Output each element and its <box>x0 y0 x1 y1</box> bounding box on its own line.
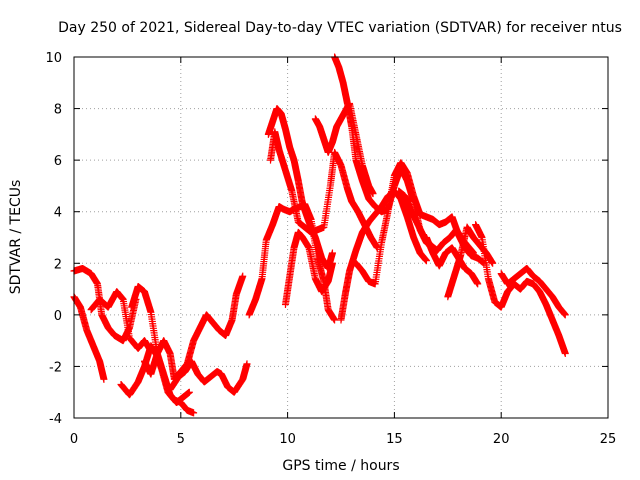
series-markers <box>497 264 569 319</box>
x-tick-label: 15 <box>386 432 403 447</box>
x-tick-label: 10 <box>279 432 296 447</box>
x-tick-label: 20 <box>493 432 510 447</box>
data-series <box>70 53 569 417</box>
y-tick-label: 0 <box>54 309 62 324</box>
series-markers <box>472 221 569 358</box>
y-tick-label: 4 <box>54 206 62 221</box>
series-track-14 <box>337 187 430 324</box>
series-markers <box>264 105 336 272</box>
series-markers <box>87 288 155 355</box>
y-tick-label: -2 <box>49 360 62 375</box>
x-axis-label: GPS time / hours <box>282 458 399 474</box>
y-tick-label: 10 <box>45 51 62 66</box>
y-tick-label: 2 <box>54 257 62 272</box>
plot-frame <box>73 56 609 419</box>
series-track-19 <box>472 221 569 358</box>
series-track-11 <box>281 228 336 309</box>
series-markers <box>337 187 430 324</box>
axis-ticks: 0 5 10 15 20 25 -4 -2 0 2 4 6 8 10 <box>45 51 616 447</box>
series-markers <box>166 357 251 396</box>
y-tick-label: -4 <box>49 412 62 427</box>
series-markers <box>281 228 336 309</box>
series-track-3 <box>87 288 155 355</box>
chart-title: Day 250 of 2021, Sidereal Day-to-day VTE… <box>58 20 622 36</box>
y-tick-label: 6 <box>54 154 62 169</box>
series-track-20 <box>497 264 569 319</box>
series-track-9 <box>264 105 336 272</box>
x-tick-label: 5 <box>177 432 185 447</box>
y-tick-label: 8 <box>54 103 62 118</box>
x-tick-label: 0 <box>70 432 78 447</box>
x-tick-label: 25 <box>600 432 617 447</box>
y-axis-label: SDTVAR / TECUs <box>8 180 24 295</box>
series-track-7 <box>166 357 251 396</box>
